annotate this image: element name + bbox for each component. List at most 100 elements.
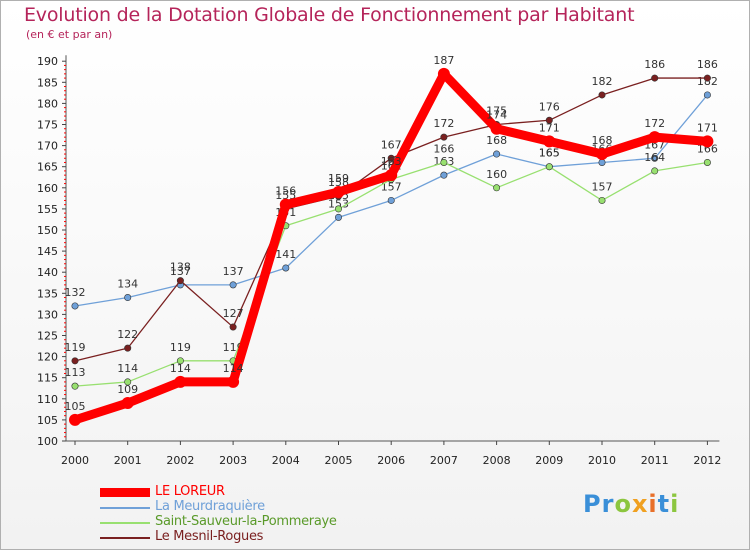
legend-swatch xyxy=(100,537,150,539)
data-point-la-meurdraquiere xyxy=(703,91,711,99)
x-tick-label: 2006 xyxy=(377,454,405,467)
logo-letter: o xyxy=(614,490,632,518)
chart-title: Evolution de la Dotation Globale de Fonc… xyxy=(24,4,635,26)
data-label-saint-sauveur-la-pommeraye: 165 xyxy=(539,147,560,160)
data-point-le-loreur xyxy=(121,397,134,410)
y-tick-label: 155 xyxy=(37,203,58,216)
data-label-la-meurdraquiere: 137 xyxy=(170,265,191,278)
series-line-le-mesnil-rogues xyxy=(74,77,709,362)
data-label-la-meurdraquiere: 134 xyxy=(117,278,138,291)
data-label-le-mesnil-rogues: 122 xyxy=(117,328,138,341)
data-point-le-mesnil-rogues xyxy=(229,323,237,331)
data-label-saint-sauveur-la-pommeraye: 119 xyxy=(170,341,191,354)
data-label-le-mesnil-rogues: 119 xyxy=(65,341,86,354)
y-tick-label: 130 xyxy=(37,308,58,321)
data-label-le-mesnil-rogues: 186 xyxy=(697,58,718,71)
legend-swatch xyxy=(100,522,150,524)
y-tick-label: 120 xyxy=(37,351,58,364)
y-tick-label: 125 xyxy=(37,330,58,343)
data-label-saint-sauveur-la-pommeraye: 157 xyxy=(592,180,613,193)
x-tick-label: 2012 xyxy=(693,454,721,467)
y-tick-label: 145 xyxy=(37,245,58,258)
x-tick-label: 2009 xyxy=(535,454,563,467)
x-tick-label: 2002 xyxy=(166,454,194,467)
data-point-le-mesnil-rogues xyxy=(703,74,711,82)
logo-letter: r xyxy=(601,490,615,518)
data-label-le-mesnil-rogues: 182 xyxy=(592,75,613,88)
data-label-la-meurdraquiere: 137 xyxy=(223,265,244,278)
data-point-le-loreur xyxy=(437,67,450,80)
data-point-le-loreur xyxy=(648,131,661,144)
y-tick-label: 185 xyxy=(37,76,58,89)
data-point-la-meurdraquiere xyxy=(493,150,501,158)
data-point-saint-sauveur-la-pommeraye xyxy=(651,167,659,175)
data-label-saint-sauveur-la-pommeraye: 160 xyxy=(486,168,507,181)
data-point-le-mesnil-rogues xyxy=(71,357,79,365)
legend-swatch xyxy=(100,488,150,497)
x-tick-label: 2010 xyxy=(588,454,616,467)
data-label-la-meurdraquiere: 165 xyxy=(539,147,560,160)
x-tick-label: 2008 xyxy=(483,454,511,467)
data-point-le-mesnil-rogues xyxy=(124,344,132,352)
data-label-le-mesnil-rogues: 175 xyxy=(486,105,507,118)
data-point-le-mesnil-rogues xyxy=(598,91,606,99)
data-point-le-loreur xyxy=(385,169,398,182)
y-tick-label: 160 xyxy=(37,182,58,195)
data-point-le-mesnil-rogues xyxy=(440,133,448,141)
data-point-le-mesnil-rogues xyxy=(387,154,395,162)
x-tick-label: 2007 xyxy=(430,454,458,467)
data-point-le-mesnil-rogues xyxy=(176,277,184,285)
data-point-le-loreur xyxy=(69,413,81,426)
data-point-la-meurdraquiere xyxy=(124,294,132,302)
data-point-saint-sauveur-la-pommeraye xyxy=(703,158,711,166)
y-tick-label: 180 xyxy=(37,97,58,110)
data-label-le-loreur: 163 xyxy=(381,155,402,168)
data-point-la-meurdraquiere xyxy=(229,281,237,289)
data-label-la-meurdraquiere: 132 xyxy=(65,286,86,299)
logo-letter: i xyxy=(670,490,680,518)
logo-letter: t xyxy=(657,490,671,518)
data-label-le-loreur: 159 xyxy=(328,172,349,185)
data-label-la-meurdraquiere: 141 xyxy=(275,248,296,261)
data-label-le-mesnil-rogues: 138 xyxy=(170,261,191,274)
data-label-le-loreur: 156 xyxy=(275,185,296,198)
data-label-la-meurdraquiere: 157 xyxy=(381,180,402,193)
y-tick-label: 150 xyxy=(37,224,58,237)
data-label-saint-sauveur-la-pommeraye: 166 xyxy=(433,142,454,155)
y-tick-label: 110 xyxy=(37,393,58,406)
data-point-le-mesnil-rogues xyxy=(651,74,659,82)
data-label-le-loreur: 172 xyxy=(644,117,665,130)
data-point-la-meurdraquiere xyxy=(387,196,395,204)
y-tick-label: 190 xyxy=(37,55,58,68)
data-label-le-loreur: 109 xyxy=(117,383,138,396)
x-tick-label: 2004 xyxy=(272,454,300,467)
legend-swatch xyxy=(100,507,150,509)
data-label-le-mesnil-rogues: 186 xyxy=(644,58,665,71)
data-label-le-loreur: 171 xyxy=(539,121,560,134)
data-label-le-loreur: 187 xyxy=(433,54,454,67)
data-point-le-loreur xyxy=(332,186,345,199)
data-label-le-mesnil-rogues: 172 xyxy=(433,117,454,130)
data-point-le-loreur xyxy=(490,122,503,135)
data-point-le-loreur xyxy=(701,135,714,148)
y-tick-label: 105 xyxy=(37,414,58,427)
x-tick-label: 2005 xyxy=(325,454,353,467)
x-tick-label: 2000 xyxy=(61,454,89,467)
chart-subtitle: (en € et par an) xyxy=(26,28,113,41)
y-tick-label: 165 xyxy=(37,161,58,174)
data-point-la-meurdraquiere xyxy=(334,213,342,221)
data-point-le-loreur xyxy=(174,375,187,388)
data-point-saint-sauveur-la-pommeraye xyxy=(440,158,448,166)
legend-label: LE LOREUR xyxy=(155,484,225,499)
x-tick-label: 2003 xyxy=(219,454,247,467)
x-tick-label: 2001 xyxy=(114,454,142,467)
data-point-la-meurdraquiere xyxy=(651,154,659,162)
line-chart: 100 105 110 115 120 125 130 135 140 145 150 155 160 1… xyxy=(37,54,721,467)
data-label-le-loreur: 114 xyxy=(223,362,244,375)
y-tick-label: 115 xyxy=(37,372,58,385)
y-tick-label: 140 xyxy=(37,266,58,279)
y-tick-label: 175 xyxy=(37,119,58,132)
legend-label: Saint-Sauveur-la-Pommeraye xyxy=(155,514,337,529)
x-tick-label: 2011 xyxy=(641,454,669,467)
